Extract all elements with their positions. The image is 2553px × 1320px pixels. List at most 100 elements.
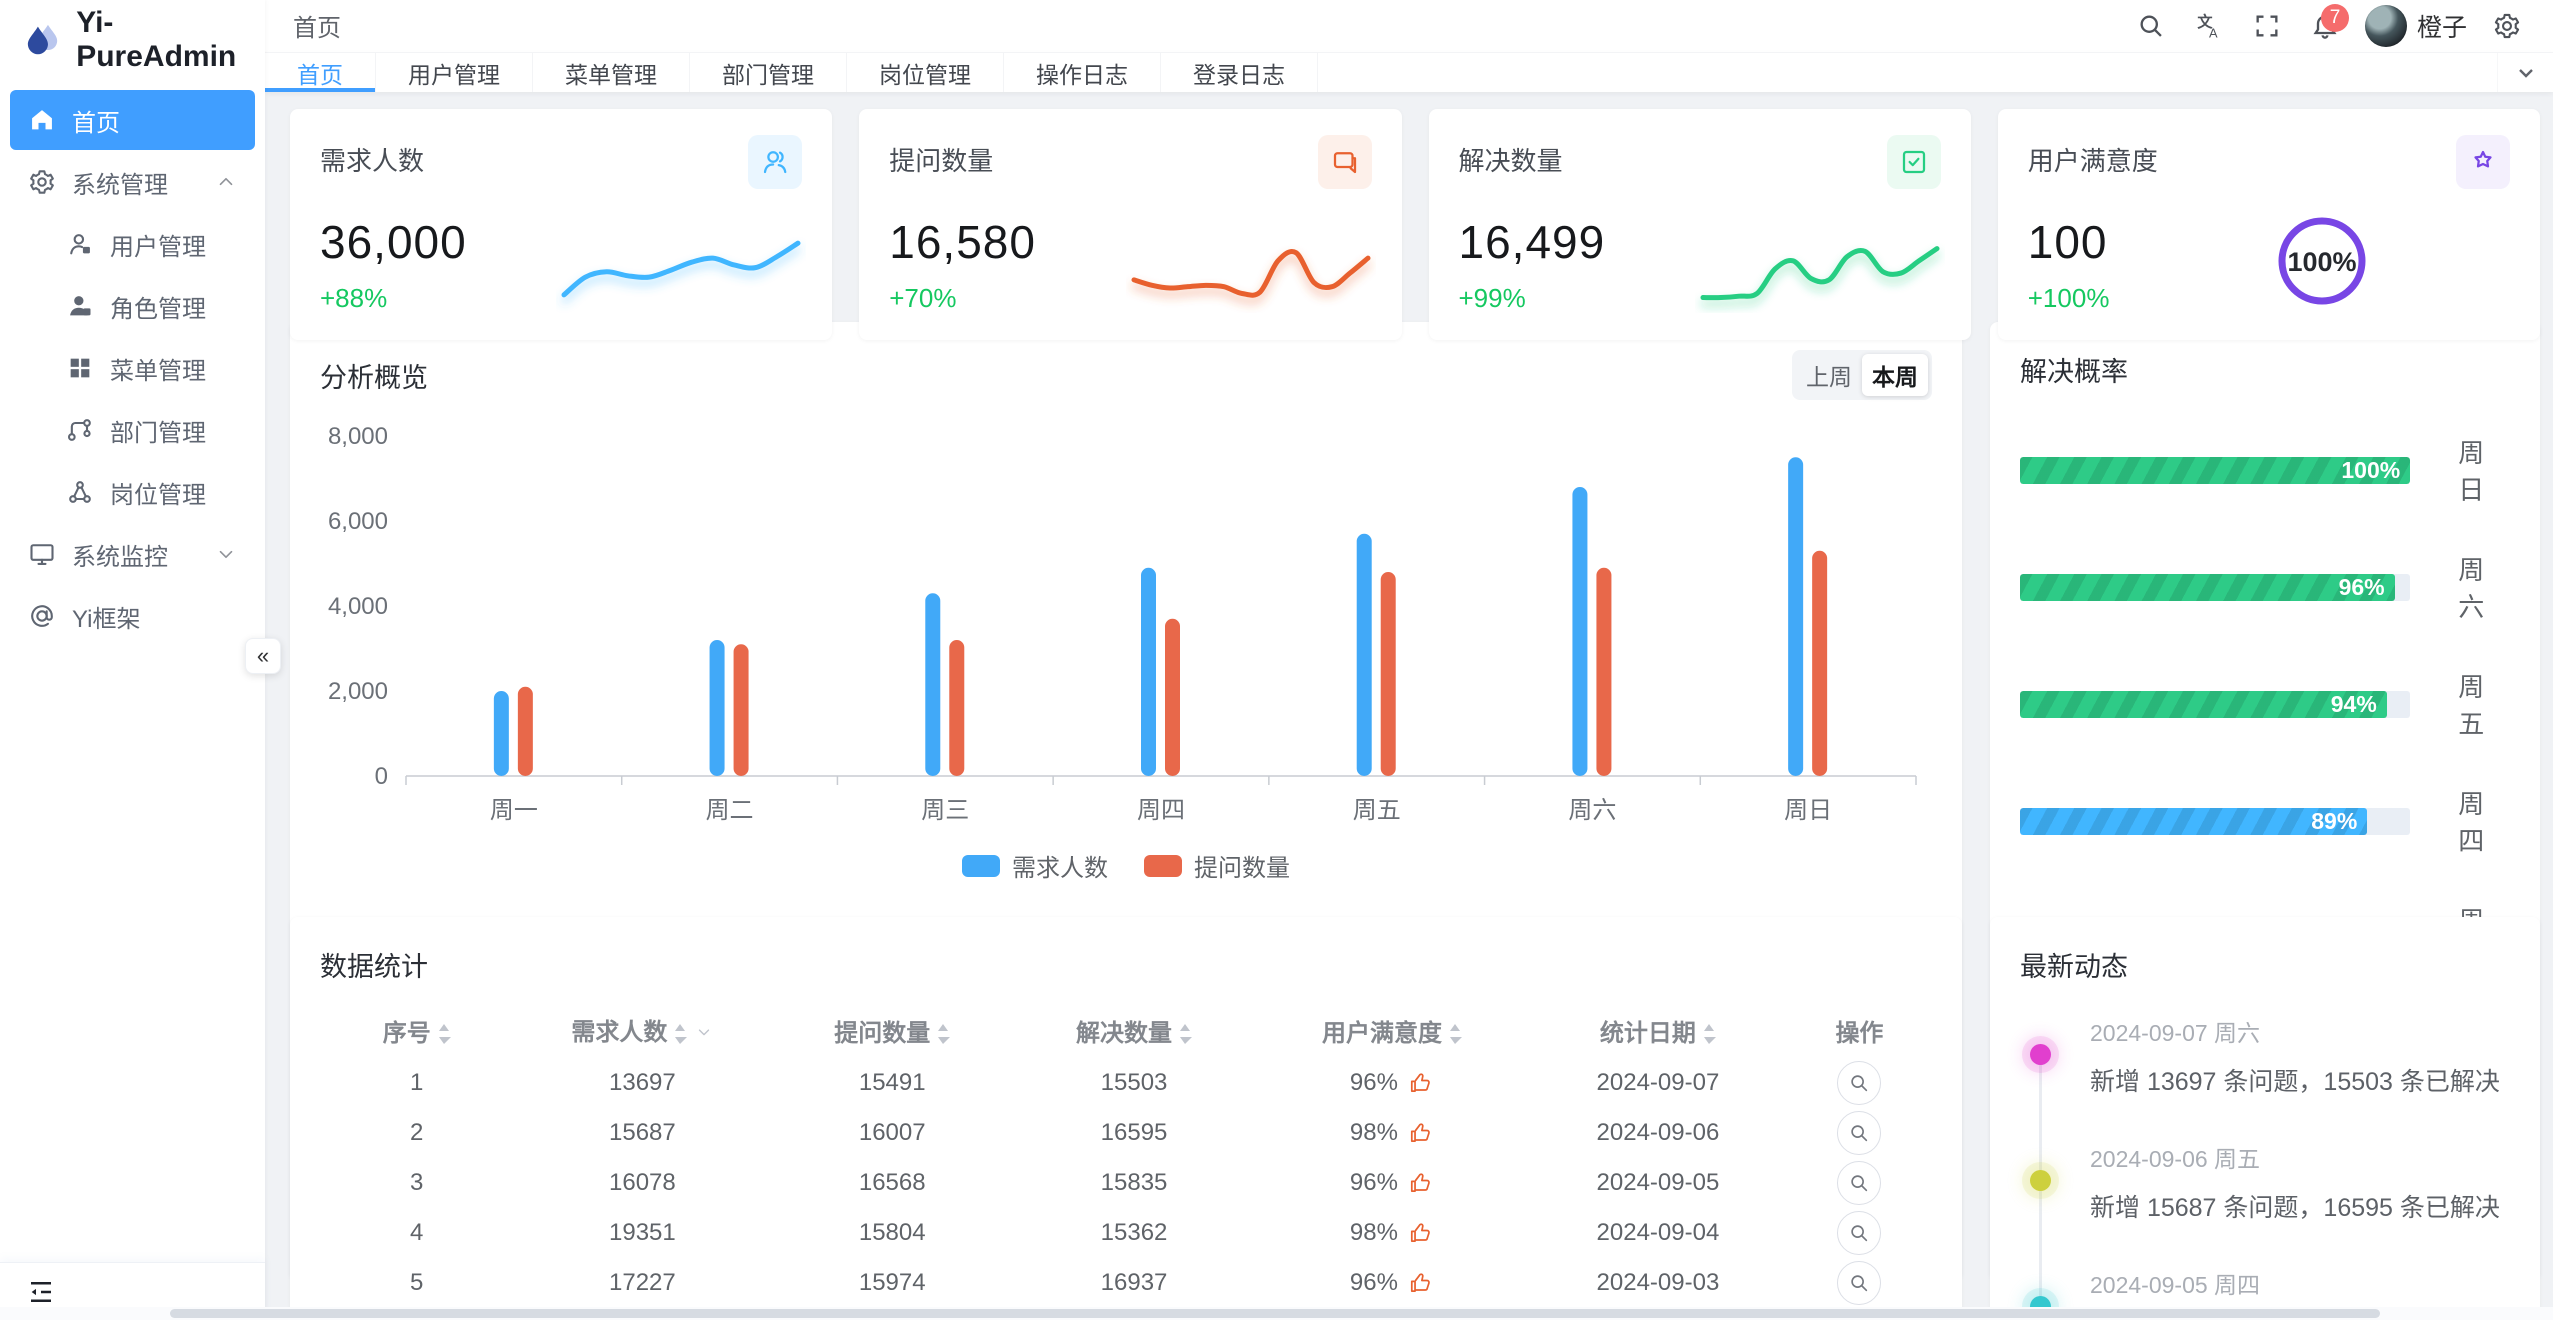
cell-demand: 15687 <box>609 1119 676 1147</box>
cell-solved: 16595 <box>1100 1119 1168 1147</box>
cell-questions: 15491 <box>858 1069 926 1097</box>
sidebar-item-首页[interactable]: 首页 <box>10 90 255 150</box>
sidebar-item-岗位管理[interactable]: 岗位管理 <box>10 462 255 522</box>
chevron-down-icon[interactable] <box>695 1020 713 1048</box>
column-header-提问数量[interactable]: 提问数量 <box>771 1002 1013 1058</box>
stat-card-delta: +100% <box>2027 283 2110 314</box>
sidebar-collapse-fab[interactable]: « <box>245 638 281 674</box>
notifications-button[interactable]: 7 <box>2301 2 2349 50</box>
sort-carets-icon[interactable] <box>1448 1022 1462 1046</box>
cell-operation <box>1787 1108 1932 1158</box>
notification-badge: 7 <box>2320 3 2349 32</box>
news-item-date: 2024-09-07 周六 <box>2090 1020 2261 1047</box>
username: 橙子 <box>2416 13 2467 42</box>
settings-button[interactable] <box>2483 2 2531 50</box>
column-header-操作[interactable]: 操作 <box>1787 1002 1932 1058</box>
stat-card-delta: +99% <box>1458 283 1526 314</box>
stat-card-delta: +70% <box>889 283 957 314</box>
horizontal-scrollbar <box>0 1307 2553 1320</box>
column-header-统计日期[interactable]: 统计日期 <box>1529 1002 1787 1058</box>
column-header-解决数量[interactable]: 解决数量 <box>1013 1002 1255 1058</box>
view-detail-button[interactable] <box>1837 1161 1882 1206</box>
tab-首页[interactable]: 首页 <box>265 52 376 93</box>
column-header-label: 提问数量 <box>834 1019 931 1047</box>
column-header-label: 需求人数 <box>571 1019 668 1047</box>
column-header-序号[interactable]: 序号 <box>320 1002 513 1058</box>
chevron-up-icon <box>215 171 237 193</box>
news-item-text: 新增 13697 条问题，15503 条已解决 <box>2090 1068 2500 1097</box>
legend-label: 提问数量 <box>1194 855 1290 883</box>
avatar <box>2364 4 2407 47</box>
sort-carets-icon[interactable] <box>437 1022 451 1046</box>
legend-item-提问数量[interactable]: 提问数量 <box>1144 848 1290 883</box>
sidebar-item-角色管理[interactable]: 角色管理 <box>10 276 255 336</box>
stat-card-title: 需求人数 <box>320 146 425 177</box>
sidebar-item-部门管理[interactable]: 部门管理 <box>10 400 255 460</box>
sidebar-item-系统监控[interactable]: 系统监控 <box>10 524 255 584</box>
app-title: Yi-PureAdmin <box>76 6 237 73</box>
sparkline-chart <box>1126 221 1376 318</box>
user-menu[interactable]: 橙子 <box>2359 4 2473 47</box>
column-header-需求人数[interactable]: 需求人数 <box>513 1002 771 1058</box>
sidebar-item-菜单管理[interactable]: 菜单管理 <box>10 338 255 398</box>
svg-text:6,000: 6,000 <box>328 508 388 535</box>
stats-table: 序号 需求人数 提问数量 解决数量 用户满意度 统计日期 操作 1 13697 15491 155… <box>320 1002 1932 1320</box>
toggle-上周[interactable]: 上周 <box>1806 364 1852 391</box>
users-icon <box>748 135 803 190</box>
satisfaction-text: 96% <box>1349 1169 1398 1197</box>
tab-操作日志[interactable]: 操作日志 <box>1004 52 1161 93</box>
tab-岗位管理[interactable]: 岗位管理 <box>847 52 1004 93</box>
cell-demand: 19351 <box>609 1219 676 1247</box>
fullscreen-button[interactable] <box>2243 2 2291 50</box>
progress-track: 94% <box>2020 690 2411 718</box>
app-logo[interactable]: Yi-PureAdmin <box>0 0 265 80</box>
table-row: 4 19351 15804 15362 98% 2024-09-04 <box>320 1208 1932 1258</box>
tab-登录日志[interactable]: 登录日志 <box>1161 52 1318 93</box>
solve-rate-title: 解决概率 <box>2020 357 2128 388</box>
svg-text:文: 文 <box>2197 13 2213 31</box>
sidebar-item-系统管理[interactable]: 系统管理 <box>10 152 255 212</box>
sort-carets-icon[interactable] <box>1178 1022 1193 1046</box>
sort-carets-icon[interactable] <box>673 1022 688 1046</box>
view-detail-button[interactable] <box>1837 1211 1882 1256</box>
news-item-text: 新增 15687 条问题，16595 条已解决 <box>2090 1194 2500 1223</box>
progress-track: 89% <box>2020 807 2411 835</box>
view-detail-button[interactable] <box>1837 1111 1882 1156</box>
sidebar-menu: 首页 系统管理 用户管理 角色管理 菜单管理 部门管理 岗位管理 系统监控 Yi框架 <box>0 80 265 1262</box>
solve-rate-row-周日: 100% 周日 <box>2020 433 2510 507</box>
column-header-用户满意度[interactable]: 用户满意度 <box>1255 1002 1529 1058</box>
tab-菜单管理[interactable]: 菜单管理 <box>533 52 690 93</box>
progress-value: 94% <box>2330 690 2377 717</box>
chart-legend: 需求人数 提问数量 <box>320 848 1932 883</box>
stats-table-title: 数据统计 <box>320 952 428 983</box>
stats-table-panel: 数据统计 序号 需求人数 提问数量 解决数量 用户满意度 统计日期 操作 1 13697 154… <box>290 917 1962 1320</box>
cell-solved: 16937 <box>1100 1269 1168 1297</box>
satisfaction-text: 96% <box>1349 1269 1398 1297</box>
view-detail-button[interactable] <box>1837 1061 1882 1106</box>
svg-text:100%: 100% <box>2287 247 2356 277</box>
cell-satisfaction: 96% <box>1255 1158 1529 1208</box>
progress-value: 89% <box>2311 807 2358 834</box>
satisfaction-text: 96% <box>1349 1069 1398 1097</box>
tabs-dropdown-button[interactable] <box>2497 52 2553 93</box>
tab-用户管理[interactable]: 用户管理 <box>376 52 533 93</box>
sidebar-collapse-toggle[interactable] <box>0 1262 265 1320</box>
cell-index: 2 <box>410 1119 424 1147</box>
progress-value: 96% <box>2338 573 2385 600</box>
sort-carets-icon[interactable] <box>936 1022 951 1046</box>
view-detail-button[interactable] <box>1837 1261 1882 1306</box>
tab-部门管理[interactable]: 部门管理 <box>690 52 847 93</box>
sidebar-item-用户管理[interactable]: 用户管理 <box>10 214 255 274</box>
cell-index: 4 <box>410 1219 424 1247</box>
stat-card-head: 提问数量 <box>889 135 1372 190</box>
horizontal-scrollbar-thumb[interactable] <box>170 1309 2380 1318</box>
legend-item-需求人数[interactable]: 需求人数 <box>962 848 1108 883</box>
search-button[interactable] <box>2127 2 2175 50</box>
sidebar-item-Yi框架[interactable]: Yi框架 <box>10 586 255 646</box>
water-drop-icon <box>27 24 58 55</box>
sort-carets-icon[interactable] <box>1702 1022 1716 1046</box>
toggle-本周[interactable]: 本周 <box>1862 354 1928 397</box>
